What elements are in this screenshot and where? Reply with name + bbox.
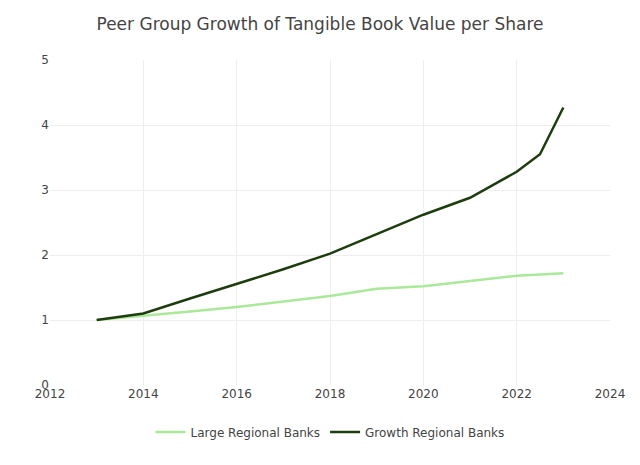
svg-text:5: 5 bbox=[41, 53, 49, 67]
svg-text:2022: 2022 bbox=[501, 387, 532, 401]
svg-text:2024: 2024 bbox=[595, 387, 626, 401]
svg-text:0: 0 bbox=[41, 378, 49, 392]
svg-text:Large Regional Banks: Large Regional Banks bbox=[191, 426, 321, 440]
svg-text:2014: 2014 bbox=[128, 387, 159, 401]
svg-text:2: 2 bbox=[41, 248, 49, 262]
svg-text:2016: 2016 bbox=[221, 387, 252, 401]
svg-text:3: 3 bbox=[41, 183, 49, 197]
svg-text:Peer Group Growth of Tangible: Peer Group Growth of Tangible Book Value… bbox=[97, 14, 544, 34]
svg-text:2018: 2018 bbox=[315, 387, 346, 401]
svg-text:4: 4 bbox=[41, 118, 49, 132]
svg-text:1: 1 bbox=[41, 313, 49, 327]
svg-text:2012: 2012 bbox=[35, 387, 66, 401]
svg-text:Growth Regional Banks: Growth Regional Banks bbox=[365, 426, 504, 440]
svg-text:2020: 2020 bbox=[408, 387, 439, 401]
